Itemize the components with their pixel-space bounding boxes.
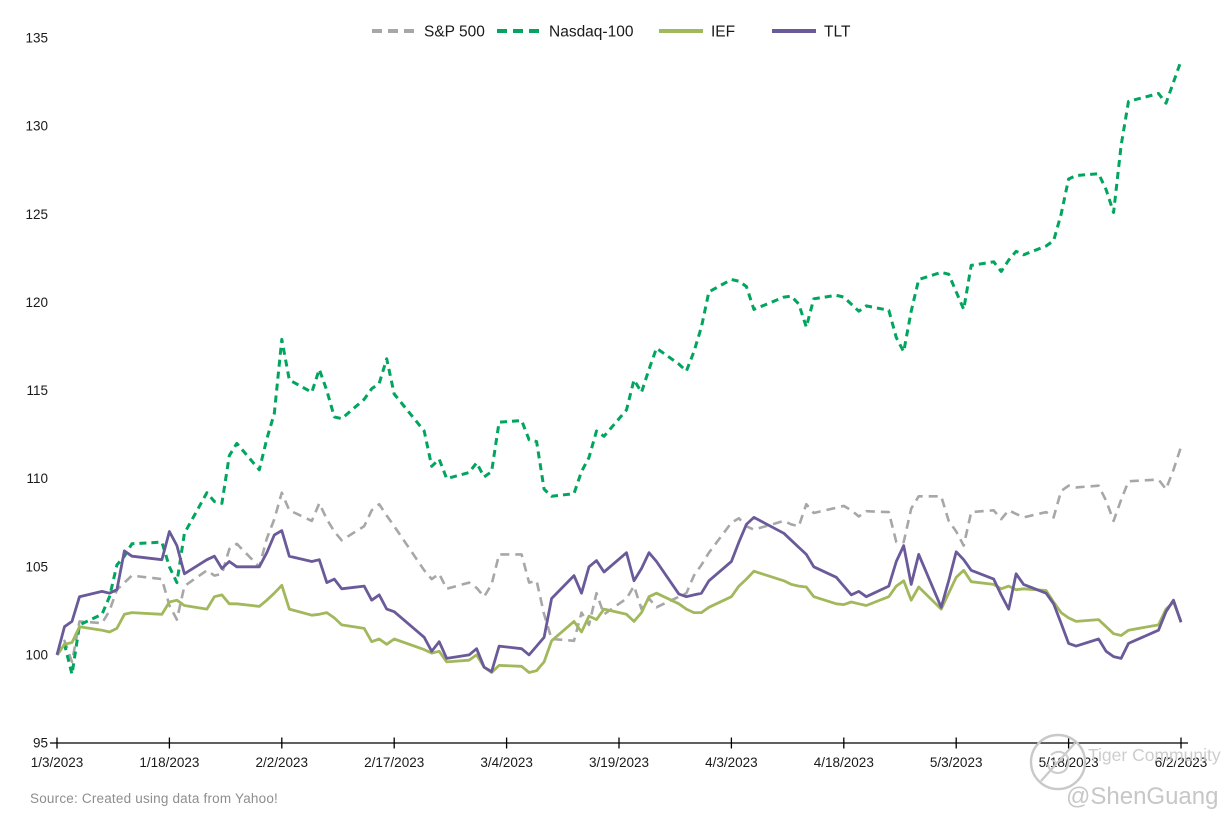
x-tick-label: 1/18/2023 xyxy=(139,755,199,770)
legend-label-ief: IEF xyxy=(711,24,735,41)
legend-item-nasdaq100: Nasdaq-100 xyxy=(497,24,634,41)
watermark-community-label: Tiger Community xyxy=(1088,745,1221,765)
legend-label-nasdaq100: Nasdaq-100 xyxy=(549,24,634,41)
watermark-handle: @ShenGuang xyxy=(1066,783,1219,810)
tiger-community-logo-icon xyxy=(1029,733,1087,791)
y-tick-label: 115 xyxy=(26,383,48,398)
y-tick-label: 135 xyxy=(25,31,48,46)
legend-item-ief: IEF xyxy=(659,24,735,41)
series-line-tlt xyxy=(55,516,1183,673)
y-tick-label: 95 xyxy=(33,736,48,751)
y-tick-label: 130 xyxy=(25,119,48,134)
x-tick-label: 2/17/2023 xyxy=(364,755,424,770)
y-tick-label: 105 xyxy=(25,559,48,574)
y-tick-label: 125 xyxy=(25,207,48,222)
x-tick-label: 4/18/2023 xyxy=(814,755,874,770)
y-tick-label: 120 xyxy=(25,295,48,310)
series-line-nasdaq100 xyxy=(55,60,1183,676)
x-tick-label: 1/3/2023 xyxy=(31,755,84,770)
y-tick-label: 100 xyxy=(25,647,48,662)
x-tick-label: 3/4/2023 xyxy=(480,755,533,770)
x-tick-label: 6/2/2023 xyxy=(1155,755,1208,770)
legend-item-tlt: TLT xyxy=(772,24,851,41)
legend: S&P 500 Nasdaq-100 IEF TLT xyxy=(372,24,851,41)
legend-item-sp500: S&P 500 xyxy=(372,24,485,41)
x-tick-label: 4/3/2023 xyxy=(705,755,758,770)
legend-label-sp500: S&P 500 xyxy=(424,24,485,41)
x-tick-label: 2/2/2023 xyxy=(256,755,309,770)
y-tick-label: 110 xyxy=(26,471,48,486)
x-tick-label: 5/3/2023 xyxy=(930,755,983,770)
source-note: Source: Created using data from Yahoo! xyxy=(30,791,278,806)
legend-label-tlt: TLT xyxy=(824,24,851,41)
x-tick-label: 3/19/2023 xyxy=(589,755,649,770)
